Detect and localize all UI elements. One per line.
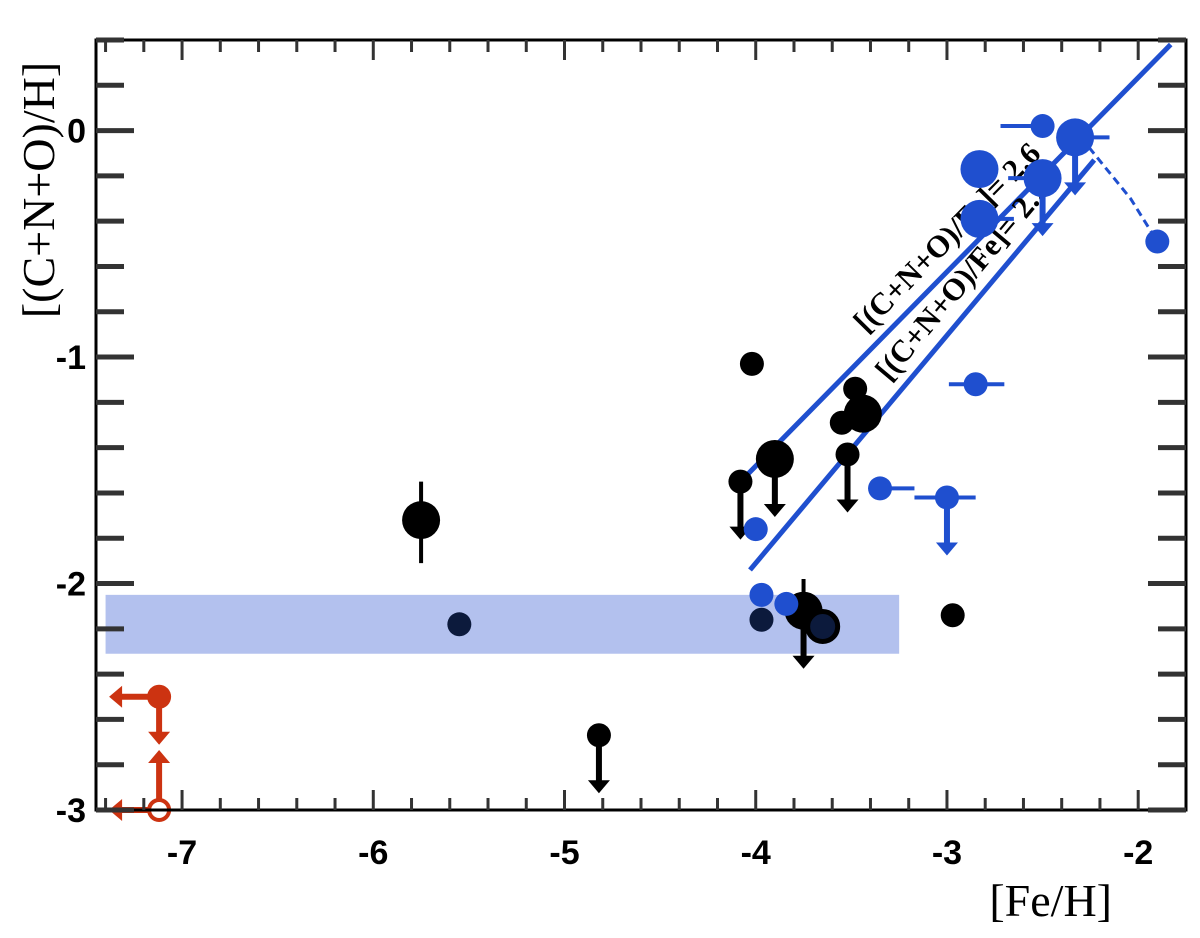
data-point xyxy=(1023,159,1062,198)
data-point xyxy=(586,723,611,748)
limit-arrow-head xyxy=(763,503,786,517)
data-point xyxy=(1056,118,1095,157)
limit-arrow-head xyxy=(1031,223,1054,237)
x-tick-label: -5 xyxy=(549,834,579,872)
data-points xyxy=(147,114,1170,822)
ticks xyxy=(96,37,1186,813)
x-tick-label: -2 xyxy=(1123,834,1153,872)
data-point xyxy=(447,612,472,637)
dashed-connector xyxy=(1079,136,1159,243)
data-point xyxy=(960,199,999,238)
data-point xyxy=(147,684,172,709)
data-point xyxy=(940,603,965,628)
limit-arrow-head xyxy=(109,685,123,708)
data-point xyxy=(1030,114,1055,139)
limit-arrow-head xyxy=(148,731,171,745)
data-point xyxy=(402,501,441,540)
limit-arrow-head xyxy=(587,780,610,794)
data-point xyxy=(868,476,893,501)
data-point xyxy=(749,607,774,632)
tick-labels: -7 -6 -5 -4 -3 -2 0 -1 -2 -3 xyxy=(56,113,1154,872)
limit-arrow-head xyxy=(148,750,171,763)
data-point xyxy=(728,469,753,494)
y-tick-label: -2 xyxy=(56,566,86,604)
data-point xyxy=(805,609,841,645)
data-point xyxy=(1145,229,1170,254)
limit-arrow-head xyxy=(792,655,815,669)
x-tick-label: -4 xyxy=(741,834,771,872)
y-tick-label: 0 xyxy=(67,113,86,151)
data-point xyxy=(835,442,860,467)
data-point xyxy=(963,372,988,397)
data-point xyxy=(749,582,774,607)
data-point xyxy=(960,150,999,189)
data-point xyxy=(755,439,794,478)
limit-arrow-head xyxy=(1064,182,1087,196)
data-point xyxy=(774,591,799,616)
x-axis-title: [Fe/H] xyxy=(989,875,1112,926)
reference-line xyxy=(738,42,1173,484)
data-point xyxy=(934,485,959,510)
data-point xyxy=(843,394,882,433)
y-axis-title: [(C+N+O)/H] xyxy=(13,62,64,318)
limit-arrow-head xyxy=(836,499,859,513)
data-point xyxy=(739,351,764,376)
x-tick-label: -6 xyxy=(358,834,388,872)
limit-arrow-head xyxy=(935,542,958,556)
y-tick-label: -1 xyxy=(56,339,86,377)
x-tick-label: -3 xyxy=(932,834,962,872)
x-tick-label: -7 xyxy=(167,834,197,872)
data-point xyxy=(743,517,768,542)
y-tick-label: -3 xyxy=(56,792,86,830)
